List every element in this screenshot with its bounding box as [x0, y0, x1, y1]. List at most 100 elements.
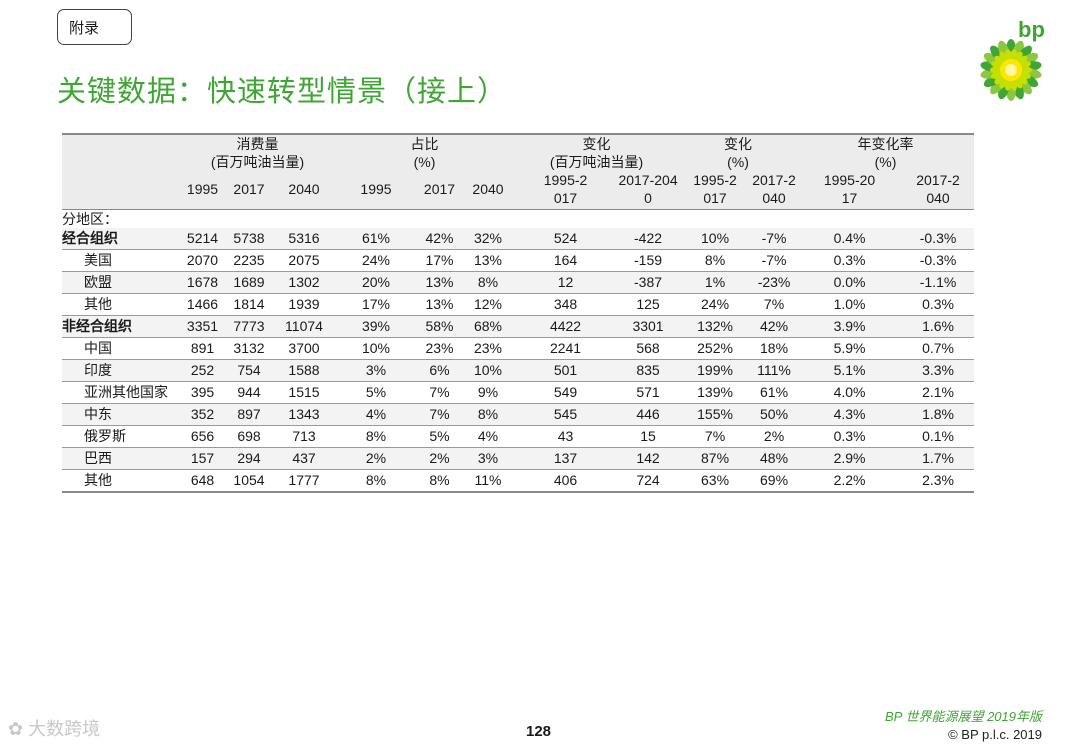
table-cell: 7%: [679, 425, 752, 448]
table-cell: 23%: [462, 337, 515, 360]
table-cell: 142: [617, 447, 680, 470]
table-cell: 9%: [462, 381, 515, 404]
table-row: 其他 1466 1814 1939 17% 13% 12% 348 125 24% 7% 1.0% 0.…: [62, 293, 975, 316]
table-cell: 2.2%: [797, 469, 903, 493]
table-cell: 4.3%: [797, 403, 903, 426]
table-cell: 0.3%: [797, 425, 903, 448]
table-cell: 1.0%: [797, 293, 903, 316]
column-header: 1995: [360, 181, 392, 197]
table-cell: 12%: [462, 293, 515, 316]
table-cell: 571: [617, 381, 680, 404]
watermark: ✿ 大数跨境: [8, 719, 101, 739]
table-cell: 3.9%: [797, 315, 903, 338]
table-cell: 2075: [273, 249, 335, 272]
table-row: 亚洲其他国家 395 944 1515 5% 7% 9% 549 571 139% 61% 4.0% 2…: [62, 381, 975, 404]
table-cell: 3132: [225, 337, 273, 360]
row-label: 其他: [62, 469, 180, 493]
row-label: 中国: [62, 337, 180, 360]
table-cell: 4.0%: [797, 381, 903, 404]
table-cell: 1%: [679, 271, 752, 294]
table-cell: 10%: [335, 337, 417, 360]
column-header: 2017: [233, 181, 265, 197]
table-cell: 13%: [417, 293, 462, 316]
table-cell: 13%: [462, 249, 515, 272]
table-cell: 0.7%: [902, 337, 975, 360]
table-cell: 8%: [679, 249, 752, 272]
row-label: 美国: [62, 249, 180, 272]
table-row: 中国 891 3132 3700 10% 23% 23% 2241 568 252% 18% 5.9%…: [62, 337, 975, 360]
table-cell: 2235: [225, 249, 273, 272]
table-cell: 8%: [462, 403, 515, 426]
table-cell: 835: [617, 359, 680, 382]
table-cell: 11074: [273, 315, 335, 338]
appendix-tag: 附录: [57, 9, 132, 45]
table-cell: 1515: [273, 381, 335, 404]
table-cell: 524: [514, 228, 618, 250]
table-cell: 3351: [180, 315, 225, 338]
table-cell: 1814: [225, 293, 273, 316]
column-header: 2040: [288, 181, 320, 197]
table-cell: 754: [225, 359, 273, 382]
table-cell: 1689: [225, 271, 273, 294]
table-cell: 5%: [417, 425, 462, 448]
header-change-pct: 变化 (%): [679, 133, 798, 171]
table-cell: 12: [514, 271, 618, 294]
header-consumption: 消费量 (百万吨油当量): [180, 133, 335, 171]
table-cell: 0.4%: [797, 228, 903, 250]
table-cell: -23%: [751, 271, 798, 294]
table-cell: 157: [180, 447, 225, 470]
table-cell: 15: [617, 425, 680, 448]
table-cell: 13%: [417, 271, 462, 294]
table-cell: 61%: [751, 381, 798, 404]
table-cell: 20%: [335, 271, 417, 294]
table-cell: 1343: [273, 403, 335, 426]
table-cell: 7%: [417, 381, 462, 404]
column-header: 2040: [472, 181, 504, 197]
table-cell: -0.3%: [902, 228, 975, 250]
table-cell: 1.7%: [902, 447, 975, 470]
bp-logo-text: bp: [1018, 17, 1045, 42]
table-cell: 111%: [751, 359, 798, 382]
table-cell: 8%: [417, 469, 462, 493]
table-cell: 7773: [225, 315, 273, 338]
table-cell: 2%: [335, 447, 417, 470]
table-row: 印度 252 754 1588 3% 6% 10% 501 835 199% 111% 5.1% 3.3…: [62, 359, 975, 382]
table-cell: 2%: [417, 447, 462, 470]
table-cell: 43: [514, 425, 618, 448]
table-cell: 3301: [617, 315, 680, 338]
table-cell: 61%: [335, 228, 417, 250]
table-cell: 897: [225, 403, 273, 426]
table-cell: 1588: [273, 359, 335, 382]
table-cell: 8%: [462, 271, 515, 294]
table-cell: 648: [180, 469, 225, 493]
column-years-row: 1995 2017 2040 1995 2017 2040 1995-2 017 2017-20…: [62, 171, 975, 210]
table-cell: 3.3%: [902, 359, 975, 382]
table-cell: 10%: [462, 359, 515, 382]
table-cell: 294: [225, 447, 273, 470]
table-cell: 63%: [679, 469, 752, 493]
page-number: 128: [526, 723, 552, 740]
table-cell: -1.1%: [902, 271, 975, 294]
table-cell: 252%: [679, 337, 752, 360]
table-cell: 58%: [417, 315, 462, 338]
table-cell: 891: [180, 337, 225, 360]
column-header: 1995: [186, 181, 219, 197]
table-cell: 437: [273, 447, 335, 470]
table-cell: 137: [514, 447, 618, 470]
table-cell: 68%: [462, 315, 515, 338]
table-cell: 7%: [751, 293, 798, 316]
table-cell: -422: [617, 228, 680, 250]
table-cell: 1054: [225, 469, 273, 493]
header-annual-rate: 年变化率 (%): [797, 133, 975, 171]
table-cell: 132%: [679, 315, 752, 338]
table-cell: 568: [617, 337, 680, 360]
table-cell: 656: [180, 425, 225, 448]
table-cell: 5214: [180, 228, 225, 250]
table-cell: 0.1%: [902, 425, 975, 448]
table-cell: 0.0%: [797, 271, 903, 294]
row-label: 其他: [62, 293, 180, 316]
table-cell: 2070: [180, 249, 225, 272]
